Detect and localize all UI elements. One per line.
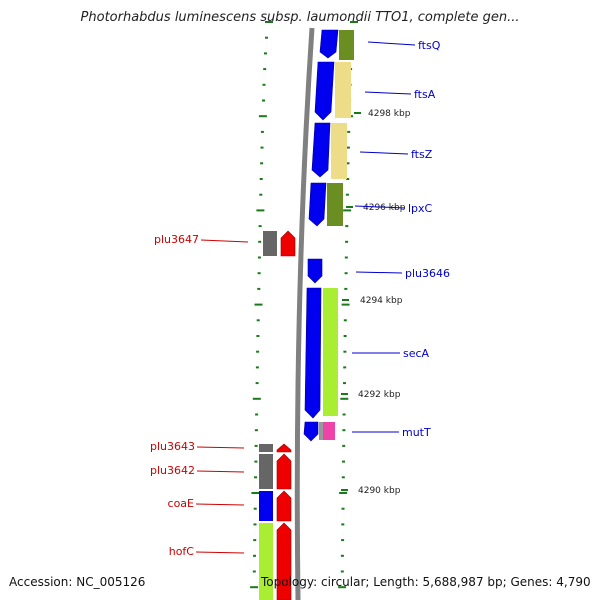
gene-label-ftsZ[interactable]: ftsZ xyxy=(411,148,433,161)
scale-labels: 4298 kbp 4296 kbp 4294 kbp 4292 kbp 4290… xyxy=(341,109,411,496)
category-gray xyxy=(259,444,273,452)
gene-label-ftsA[interactable]: ftsA xyxy=(414,88,436,101)
reverse-cds-track xyxy=(259,230,296,600)
cds-mutT[interactable] xyxy=(303,421,319,442)
scale-label: 4296 kbp xyxy=(363,203,406,213)
accession-text: Accession: NC_005126 xyxy=(9,575,146,589)
topology-text: Topology: circular; Length: 5,688,987 bp… xyxy=(261,575,591,589)
gene-label-plu3646[interactable]: plu3646 xyxy=(405,267,450,280)
gene-label-plu3643[interactable]: plu3643 xyxy=(150,440,195,453)
category-lime xyxy=(323,288,338,416)
inner-tick-marks xyxy=(250,21,273,589)
category-gray xyxy=(259,454,273,489)
gene-label-lpxC[interactable]: lpxC xyxy=(408,202,433,215)
category-blue xyxy=(259,491,273,521)
category-olive xyxy=(339,30,354,60)
category-khaki xyxy=(335,62,351,118)
scale-label: 4298 kbp xyxy=(368,109,411,119)
category-pink xyxy=(323,422,335,440)
cds-ftsQ[interactable] xyxy=(319,29,339,59)
scale-label: 4292 kbp xyxy=(358,390,401,400)
gene-label-coaE[interactable]: coaE xyxy=(168,497,195,510)
cds-plu3642[interactable] xyxy=(276,453,292,490)
gene-label-plu3642[interactable]: plu3642 xyxy=(150,464,195,477)
gene-label-ftsQ[interactable]: ftsQ xyxy=(418,39,441,52)
gene-label-mutT[interactable]: mutT xyxy=(402,426,431,439)
cds-lpxC[interactable] xyxy=(308,182,327,227)
scale-label: 4290 kbp xyxy=(358,486,401,496)
gene-label-secA[interactable]: secA xyxy=(403,347,430,360)
gene-label-plu3647[interactable]: plu3647 xyxy=(154,233,199,246)
cds-ftsZ[interactable] xyxy=(311,122,331,178)
category-track xyxy=(319,30,354,440)
cds-coaE[interactable] xyxy=(276,490,292,522)
category-lime xyxy=(259,523,273,600)
cds-ftsA[interactable] xyxy=(314,61,335,121)
gene-label-hofC[interactable]: hofC xyxy=(169,545,195,558)
category-olive xyxy=(327,183,343,226)
cds-plu3647[interactable] xyxy=(280,230,296,257)
reverse-gene-labels: plu3647 plu3643 plu3642 coaE hofC xyxy=(150,233,249,558)
backbone-line xyxy=(294,27,315,600)
cds-hofC[interactable] xyxy=(276,522,292,600)
cds-plu3646[interactable] xyxy=(307,258,323,284)
category-gray xyxy=(263,231,277,256)
cds-plu3643[interactable] xyxy=(276,443,292,453)
category-khaki xyxy=(331,123,347,179)
category-gray xyxy=(319,422,323,440)
scale-label: 4294 kbp xyxy=(360,296,403,306)
cds-secA[interactable] xyxy=(304,287,322,419)
forward-gene-labels: ftsQ ftsA ftsZ lpxC plu3646 secA mutT xyxy=(352,39,450,439)
map-title: Photorhabdus luminescens subsp. laumondi… xyxy=(80,10,520,25)
forward-cds-track xyxy=(303,29,339,442)
